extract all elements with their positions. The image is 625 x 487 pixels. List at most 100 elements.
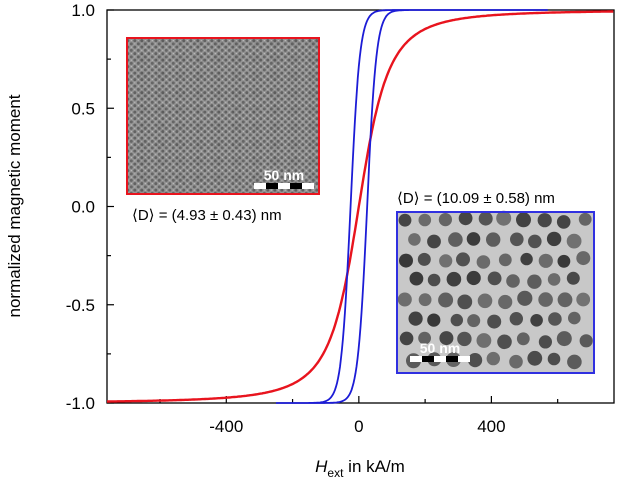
tem-particle xyxy=(408,233,421,246)
tem-particle xyxy=(576,251,591,266)
tem-particle xyxy=(450,313,463,327)
tem-particle xyxy=(527,350,543,366)
tem-particle xyxy=(397,292,412,307)
tem-particle xyxy=(556,331,572,347)
tem-particle xyxy=(509,312,523,326)
inset-large-particles: 50 nm xyxy=(396,210,595,374)
tem-particle xyxy=(487,271,502,286)
tem-particle xyxy=(579,334,593,348)
tem-particle xyxy=(527,274,542,289)
tem-particle xyxy=(548,312,562,326)
tem-particle xyxy=(557,292,573,308)
tem-particle xyxy=(486,232,501,247)
tem-particle xyxy=(438,292,454,308)
scalebar-small-label: 50 nm xyxy=(264,167,304,183)
scalebar-small: 50 nm xyxy=(254,167,314,189)
tem-particle xyxy=(568,311,581,325)
tem-particle xyxy=(457,331,472,347)
y-tick-label: 1.0 xyxy=(71,1,95,20)
y-tick-labels: 1.0 0.5 0.0 -0.5 -1.0 xyxy=(66,1,95,413)
tem-particle xyxy=(566,233,582,249)
tem-particle xyxy=(516,212,531,228)
y-tick-label: -1.0 xyxy=(66,394,95,413)
x-tick-labels: -400 0 400 xyxy=(209,417,505,436)
tem-particle xyxy=(517,290,533,306)
tem-particle xyxy=(448,232,463,247)
tem-particle xyxy=(427,313,441,327)
inset-large-border xyxy=(396,211,595,374)
scalebar-large-label: 50 nm xyxy=(420,340,460,356)
tem-particle xyxy=(546,231,562,247)
series-line-small-particles xyxy=(107,10,614,403)
tem-particle xyxy=(476,255,491,269)
tem-particle xyxy=(556,215,571,229)
tem-particle xyxy=(498,253,512,267)
tem-particle xyxy=(466,270,481,286)
scalebar-large: 50 nm xyxy=(410,340,470,362)
tem-particle xyxy=(538,335,553,349)
y-tick-label: -0.5 xyxy=(66,296,95,315)
small-particle-size-label: ⟨D⟩ = (4.93 ± 0.43) nm xyxy=(132,207,282,224)
x-tick-label: 0 xyxy=(354,417,363,436)
y-tick-label: 0.0 xyxy=(71,198,95,217)
tem-particle xyxy=(487,314,502,329)
x-tick-label: 400 xyxy=(477,417,505,436)
inset-small-particles: 50 nm xyxy=(126,37,320,195)
large-particle-size-label: ⟨D⟩ = (10.09 ± 0.58) nm xyxy=(397,190,555,207)
tem-particle xyxy=(456,252,470,267)
y-axis-title: normalized magnetic moment xyxy=(5,94,24,317)
tem-particle xyxy=(399,331,414,346)
tem-particle xyxy=(567,354,582,370)
tem-particle xyxy=(528,234,542,249)
tem-particle xyxy=(458,211,473,226)
y-tick-label: 0.5 xyxy=(71,99,95,118)
tem-particle xyxy=(476,333,492,348)
tem-particle xyxy=(478,211,493,226)
x-axis-title-symbol: H xyxy=(315,457,328,476)
tem-particle xyxy=(446,271,462,287)
tem-particle xyxy=(427,273,441,287)
tem-particle xyxy=(417,252,431,266)
tem-particle xyxy=(467,314,481,328)
x-axis-title-unit: in kA/m xyxy=(343,457,404,476)
tem-particle xyxy=(547,352,561,366)
x-axis-title-subscript: ext xyxy=(327,466,344,480)
tem-particle xyxy=(409,271,424,286)
inset-small-border xyxy=(126,37,320,195)
tem-particle xyxy=(497,334,512,350)
x-axis-title: Hext in kA/m xyxy=(315,457,405,480)
series-line-large-particles xyxy=(276,9,548,404)
tem-particle xyxy=(547,273,561,286)
x-tick-label: -400 xyxy=(209,417,243,436)
tem-particle xyxy=(439,331,454,346)
tem-particle xyxy=(399,253,413,268)
tem-particle xyxy=(530,314,543,327)
tem-particle xyxy=(498,294,513,310)
tem-particle xyxy=(516,332,530,346)
tem-particle xyxy=(509,354,523,369)
tem-particle xyxy=(408,311,423,326)
tem-particle xyxy=(578,212,592,226)
tem-particle xyxy=(418,213,432,227)
tem-particle xyxy=(520,252,533,266)
tem-particle xyxy=(557,254,571,268)
tem-particle xyxy=(566,271,580,285)
tem-particle xyxy=(457,294,473,310)
tem-particle xyxy=(538,253,553,268)
tem-particle xyxy=(438,213,452,227)
tem-particle xyxy=(468,353,483,368)
tem-particle xyxy=(506,274,520,288)
tem-particle xyxy=(398,213,412,227)
tem-particle xyxy=(538,292,553,307)
tem-particle xyxy=(418,293,432,307)
tem-particle xyxy=(537,213,552,228)
tem-particle xyxy=(486,351,500,366)
tem-particle xyxy=(576,292,591,307)
tem-particle xyxy=(496,210,512,226)
tem-particle xyxy=(477,293,493,309)
tem-particle xyxy=(427,234,441,249)
tem-particle xyxy=(510,232,524,247)
tem-particle xyxy=(418,331,431,345)
tem-particle xyxy=(439,254,453,268)
